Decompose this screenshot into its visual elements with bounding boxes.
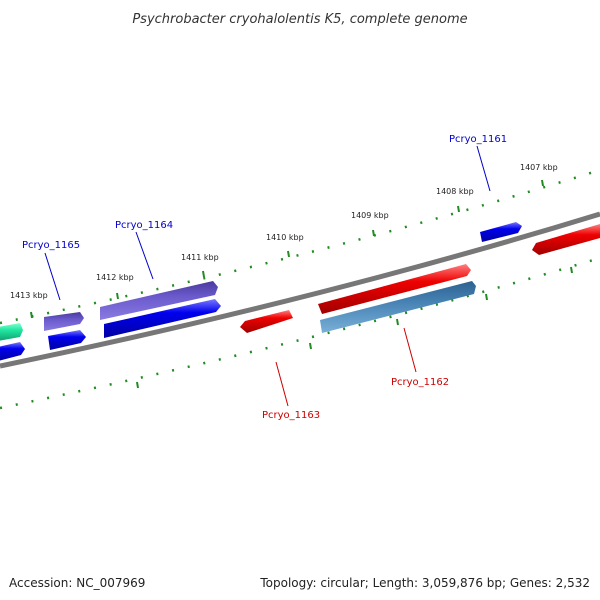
gene-blue-edge[interactable] bbox=[0, 342, 25, 361]
ruler-major-tick bbox=[457, 205, 460, 213]
callout-pcryo-1163 bbox=[275, 361, 289, 407]
gene-pcryo-1161[interactable] bbox=[480, 222, 522, 242]
gene-pcryo-1165[interactable] bbox=[48, 330, 86, 350]
ruler-major-tick bbox=[116, 292, 119, 300]
callout-pcryo-1161 bbox=[476, 145, 491, 192]
callout-pcryo-1165 bbox=[44, 252, 61, 301]
gene-pcryo-1163[interactable] bbox=[240, 310, 293, 333]
kbp-label: 1412 kbp bbox=[96, 273, 134, 282]
kbp-label: 1411 kbp bbox=[181, 253, 219, 262]
gene-red-edge[interactable] bbox=[532, 224, 600, 255]
gene-label-pcryo-1164[interactable]: Pcryo_1164 bbox=[115, 220, 173, 231]
gene-label-pcryo-1165[interactable]: Pcryo_1165 bbox=[22, 240, 80, 251]
ruler-major-tick bbox=[287, 250, 290, 258]
gene-pcryo-1164[interactable] bbox=[104, 299, 221, 338]
gene-label-pcryo-1162[interactable]: Pcryo_1162 bbox=[391, 377, 449, 388]
ruler-major-tick bbox=[309, 342, 312, 350]
kbp-label: 1410 kbp bbox=[266, 233, 304, 242]
gene-pcryo-1162-forward[interactable] bbox=[318, 264, 471, 314]
ruler-major-tick bbox=[570, 266, 573, 274]
gene-pcryo-1164-highlight[interactable] bbox=[100, 281, 218, 320]
gene-pcryo-1162-highlight[interactable] bbox=[320, 281, 476, 333]
ruler-major-tick bbox=[485, 293, 488, 301]
gene-label-pcryo-1163[interactable]: Pcryo_1163 bbox=[262, 410, 320, 421]
ruler-major-tick bbox=[202, 270, 205, 278]
accession-text: Accession: NC_007969 bbox=[9, 576, 146, 590]
gene-label-pcryo-1161[interactable]: Pcryo_1161 bbox=[449, 134, 507, 145]
map-title: Psychrobacter cryohalolentis K5, complet… bbox=[132, 12, 467, 27]
gene-pcryo-1165-highlight[interactable] bbox=[44, 312, 84, 331]
kbp-label: 1409 kbp bbox=[351, 211, 389, 220]
callout-pcryo-1164 bbox=[135, 231, 154, 280]
ruler-major-tick bbox=[136, 381, 139, 389]
ruler-major-tick bbox=[30, 311, 33, 319]
kbp-label: 1413 kbp bbox=[10, 291, 48, 300]
genome-backbone bbox=[0, 211, 600, 369]
ruler-major-tick bbox=[396, 318, 399, 326]
ruler-major-tick bbox=[372, 229, 375, 237]
gene-teal-edge[interactable] bbox=[0, 323, 23, 341]
kbp-label: 1408 kbp bbox=[436, 187, 474, 196]
scale-ruler-lower bbox=[0, 256, 600, 410]
ruler-major-tick bbox=[541, 179, 544, 187]
genome-summary-text: Topology: circular; Length: 3,059,876 bp… bbox=[260, 576, 590, 590]
kbp-label: 1407 kbp bbox=[520, 163, 558, 172]
scale-ruler-upper bbox=[0, 168, 600, 325]
ruler-minor-ticks bbox=[0, 256, 600, 410]
callout-pcryo-1162 bbox=[403, 327, 417, 373]
